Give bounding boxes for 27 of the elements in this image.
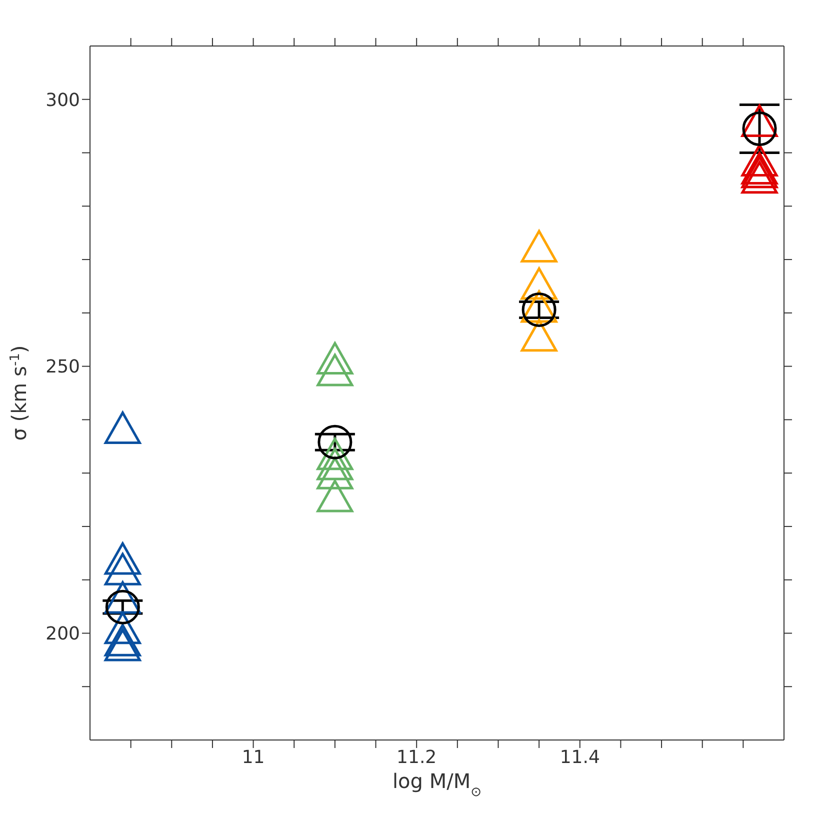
point [742, 111, 777, 146]
point [741, 161, 778, 194]
point [105, 590, 140, 624]
y-tick-label: 200 [46, 624, 80, 645]
point [520, 267, 558, 300]
point [104, 624, 141, 656]
point [316, 456, 354, 490]
point [520, 319, 558, 352]
point [104, 542, 141, 575]
x-tick-label: 11.4 [560, 746, 600, 768]
x-axis-title: log M/M$_{⊙}$ [392, 769, 482, 800]
y-tick-label: 250 [46, 356, 80, 378]
point [104, 628, 141, 662]
point [318, 424, 352, 460]
x-tick-label: 11 [242, 746, 265, 768]
point [741, 144, 778, 176]
point [104, 552, 141, 586]
point [520, 230, 558, 262]
point [316, 448, 354, 480]
point [316, 354, 354, 386]
point [104, 612, 141, 644]
x-tick-label: 11.2 [396, 746, 437, 768]
point [316, 480, 354, 512]
point [316, 342, 354, 375]
point [316, 438, 354, 470]
point [104, 411, 141, 444]
y-tick-label: 300 [46, 90, 80, 111]
